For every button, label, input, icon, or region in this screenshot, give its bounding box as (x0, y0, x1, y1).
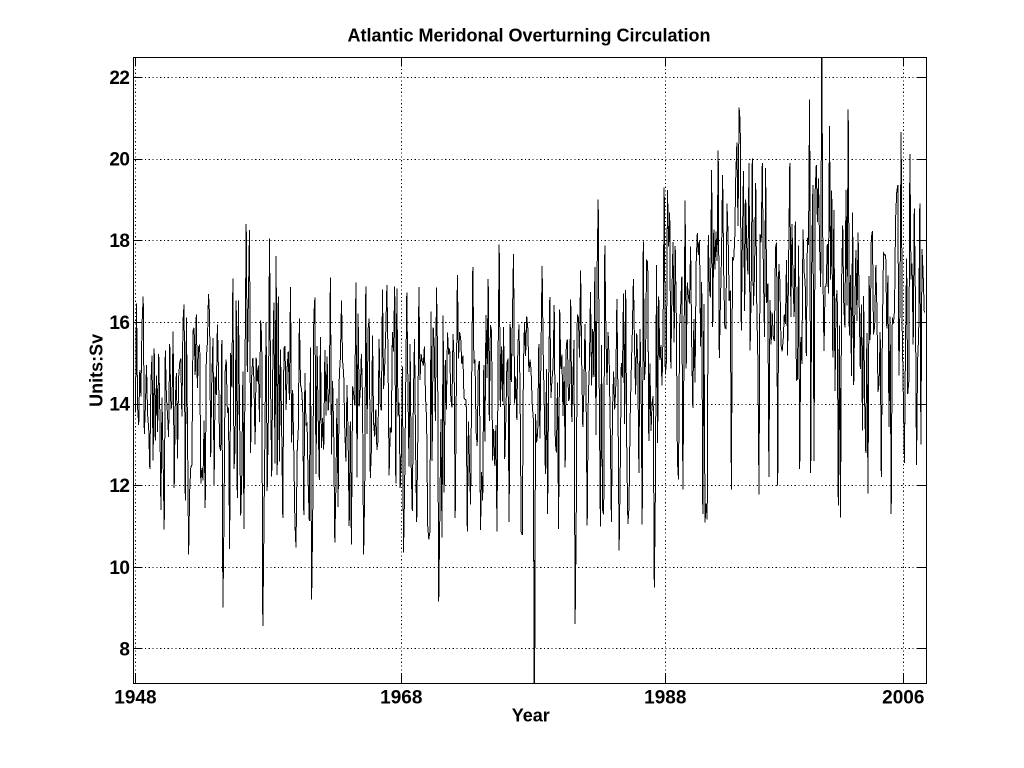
svg-text:22: 22 (109, 68, 129, 89)
svg-text:8: 8 (119, 639, 129, 660)
svg-text:Atlantic Meridonal Overturning: Atlantic Meridonal Overturning Circulati… (347, 26, 710, 46)
svg-text:1948: 1948 (114, 688, 156, 709)
svg-text:Units:Sv: Units:Sv (87, 334, 107, 407)
svg-text:10: 10 (109, 558, 129, 579)
svg-text:18: 18 (109, 231, 129, 252)
svg-text:12: 12 (109, 476, 129, 497)
svg-text:Year: Year (512, 705, 550, 725)
svg-text:20: 20 (109, 150, 129, 171)
svg-text:1988: 1988 (644, 688, 686, 709)
svg-text:1968: 1968 (380, 688, 422, 709)
svg-text:2006: 2006 (882, 688, 924, 709)
svg-text:16: 16 (109, 313, 129, 334)
svg-text:14: 14 (109, 395, 130, 416)
